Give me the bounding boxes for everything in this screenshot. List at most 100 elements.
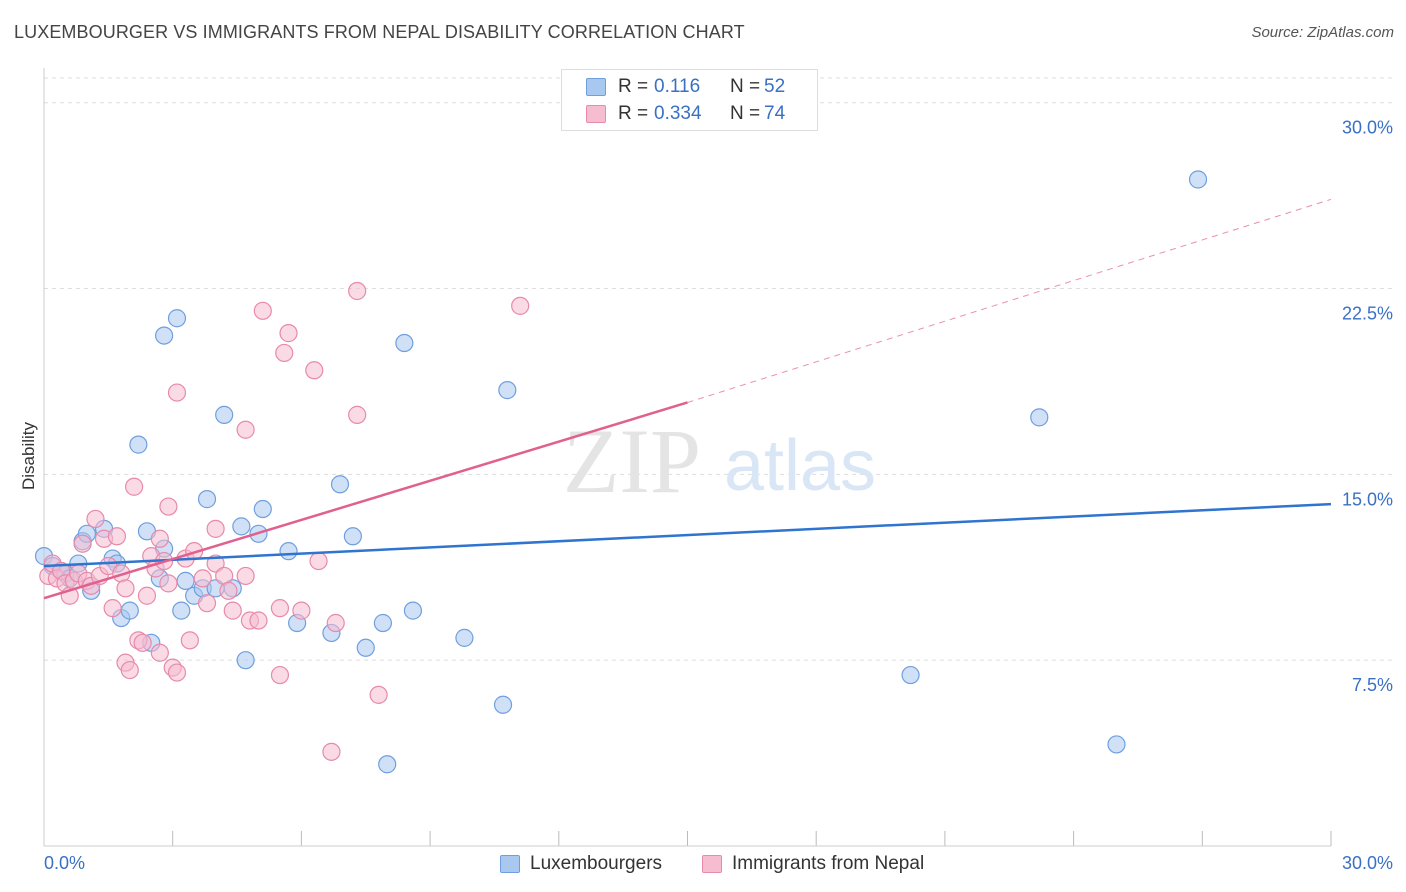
nepal-point: [73, 534, 92, 553]
legend-r-label: R =: [618, 103, 649, 124]
nepal-point: [150, 529, 169, 548]
legend-r-label: R =: [618, 76, 649, 97]
watermark-atlas: atlas: [724, 426, 876, 506]
nepal-point: [369, 685, 388, 704]
y-tick-label: 15.0%: [1342, 489, 1393, 509]
luxembourger-point: [279, 542, 298, 561]
legend-n-label: N =: [730, 76, 761, 97]
nepal-point: [103, 599, 122, 618]
tick-label-layer: 7.5% 15.0% 22.5% 30.0% 0.0% 30.0%: [44, 118, 1393, 873]
nepal-point: [124, 477, 144, 496]
luxembourger-point: [395, 333, 414, 353]
nepal-point: [279, 324, 298, 343]
luxembourger-point: [343, 527, 362, 546]
nepal-point: [322, 742, 341, 761]
luxembourger-point: [1030, 408, 1049, 427]
nepal-point: [236, 420, 255, 439]
luxembourger-point: [498, 381, 517, 400]
luxembourger-point: [1107, 735, 1126, 754]
nepal-point: [116, 579, 135, 598]
nepal-point: [309, 551, 328, 571]
nepal-point: [193, 569, 212, 588]
nepal-point: [159, 574, 178, 593]
nepal-point: [253, 301, 272, 320]
legend-swatch-nepal: [586, 105, 606, 123]
nepal-point: [206, 519, 225, 538]
legend-n-label: N =: [730, 103, 761, 124]
luxembourger-point: [172, 601, 191, 620]
bottom-legend-label: Immigrants from Nepal: [732, 853, 925, 874]
luxembourger-point: [155, 326, 174, 345]
watermark-zip: ZIP: [563, 410, 701, 512]
nepal-point: [197, 594, 217, 613]
nepal-point: [305, 361, 324, 380]
legend-row-luxembourgers: R = 0.116 N = 52: [586, 74, 785, 100]
y-tick-label: 30.0%: [1342, 118, 1393, 138]
watermark: ZIP atlas: [563, 410, 876, 512]
luxembourger-point: [236, 651, 255, 670]
luxembourger-point: [403, 601, 423, 620]
luxembourger-point: [253, 499, 272, 519]
nepal-point: [180, 631, 199, 650]
trend-layer: [43, 198, 1332, 600]
nepal-point: [120, 660, 139, 680]
nepal-point: [249, 611, 268, 630]
nepal-point: [348, 405, 367, 424]
nepal-point: [206, 554, 225, 573]
nepal-point: [270, 599, 290, 618]
y-tick-label: 22.5%: [1342, 304, 1393, 324]
luxembourger-point: [373, 613, 393, 633]
luxembourger-point: [176, 571, 195, 590]
legend-swatch-luxembourgers: [586, 78, 606, 96]
luxembourger-point: [215, 405, 234, 424]
nepal-point: [511, 296, 530, 315]
legend-r-value: 0.334: [654, 103, 702, 124]
y-axis-title: Disability: [19, 421, 38, 490]
luxembourger-point: [120, 601, 139, 620]
luxembourger-point: [129, 435, 148, 454]
nepal-point: [270, 665, 290, 685]
nepal-point: [107, 527, 127, 546]
nepal-point: [275, 343, 294, 363]
x-tick-label: 30.0%: [1342, 853, 1393, 873]
nepal-trend-line: [43, 401, 688, 600]
nepal-trend-extension: [687, 198, 1332, 403]
luxembourger-point: [197, 490, 217, 509]
luxembourger-point: [493, 695, 513, 714]
luxembourger-point: [378, 755, 397, 774]
y-tick-label: 7.5%: [1352, 675, 1393, 695]
luxembourger-point: [1188, 170, 1208, 189]
luxembourger-point: [356, 638, 375, 657]
axis-layer: [43, 68, 1331, 847]
grid-layer: [43, 77, 1392, 846]
nepal-point: [292, 601, 311, 620]
luxembourger-point: [455, 628, 474, 647]
points-layer: [34, 170, 1208, 774]
nepal-point: [219, 581, 238, 600]
legend-row-nepal: R = 0.334 N = 74: [586, 101, 785, 127]
nepal-point: [133, 633, 152, 652]
nepal-point: [223, 601, 242, 620]
legend-r-value: 0.116: [654, 76, 701, 97]
bottom-legend-swatch-luxembourgers: [500, 855, 520, 873]
nepal-point: [236, 566, 255, 586]
luxembourger-trend-line: [43, 502, 1332, 568]
chart-title: LUXEMBOURGER VS IMMIGRANTS FROM NEPAL DI…: [14, 22, 745, 42]
bottom-legend-nepal: Immigrants from Nepal: [702, 851, 924, 877]
legend-n-value: 74: [764, 103, 786, 124]
luxembourger-point: [232, 517, 251, 536]
nepal-point: [167, 663, 187, 682]
nepal-point: [348, 281, 367, 301]
nepal-point: [159, 497, 178, 516]
bottom-legend-luxembourgers: Luxembourgers: [500, 851, 662, 877]
nepal-point: [150, 643, 169, 662]
nepal-point: [326, 613, 345, 633]
nepal-point: [86, 509, 105, 529]
x-tick-label: 0.0%: [44, 853, 85, 873]
luxembourger-point: [330, 475, 350, 494]
nepal-point: [167, 383, 187, 402]
bottom-legend-swatch-nepal: [702, 855, 722, 873]
luxembourger-point: [167, 309, 187, 328]
source-label: Source: ZipAtlas.com: [1251, 24, 1394, 41]
